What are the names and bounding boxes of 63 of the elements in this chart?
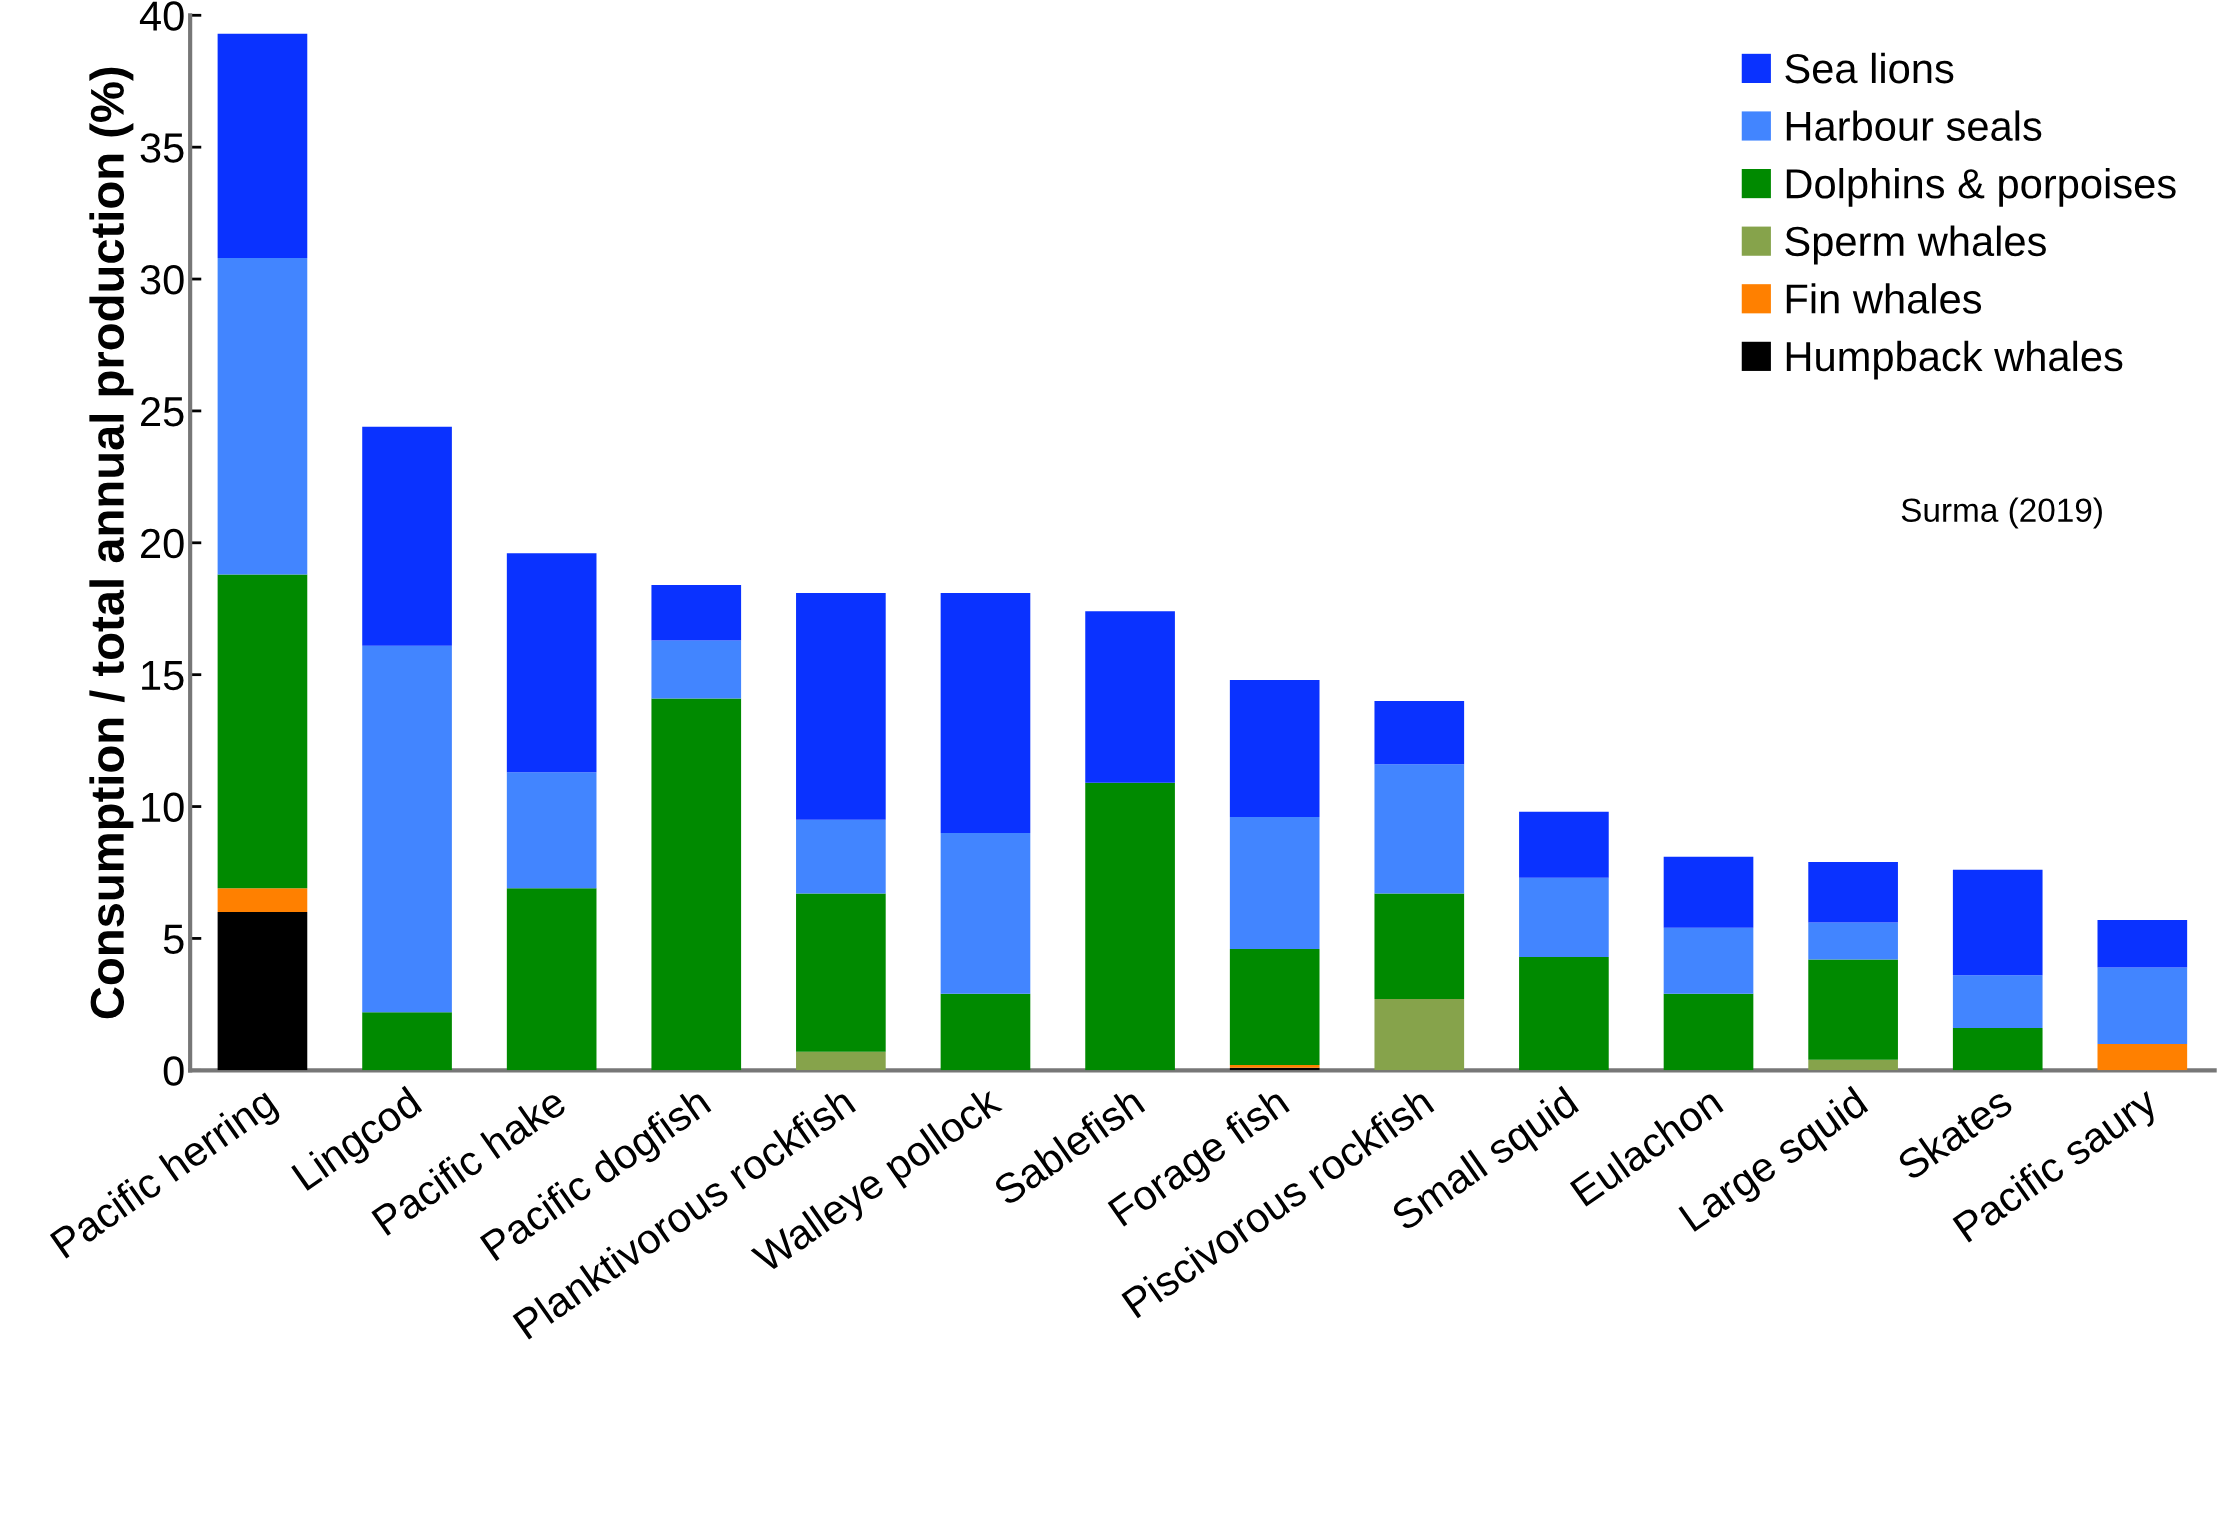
bar <box>940 592 1031 833</box>
bar <box>1229 679 1320 818</box>
bar <box>2097 1043 2188 1071</box>
y-tick-label: 10 <box>142 792 184 823</box>
legend-label: Fin whales <box>1786 283 1982 314</box>
bar <box>506 772 597 889</box>
bar <box>1663 927 1754 994</box>
bar <box>1808 861 1898 923</box>
bar <box>362 426 452 646</box>
bar <box>651 585 742 641</box>
bar <box>1374 764 1465 894</box>
y-axis-title: Consumption / total annual production (%) <box>89 67 134 1019</box>
y-tick-label: 35 <box>140 133 184 163</box>
y-tick-label: 20 <box>141 528 184 559</box>
bar <box>796 893 886 1052</box>
bar <box>1374 999 1465 1071</box>
bar <box>2097 919 2188 968</box>
bar <box>217 888 308 913</box>
legend-label: Humpback whales <box>1786 340 2123 380</box>
bar <box>796 819 886 894</box>
bar <box>506 888 597 1071</box>
bar <box>1663 856 1754 928</box>
bar <box>1085 782 1175 1071</box>
bar <box>1374 701 1465 765</box>
bar <box>217 574 308 889</box>
bar <box>1952 975 2043 1029</box>
bar <box>1808 922 1898 960</box>
y-tick-label: 30 <box>140 265 184 295</box>
annotation: Surma (2019) <box>1901 497 2102 529</box>
bar <box>1229 948 1320 1066</box>
bar <box>940 832 1031 994</box>
legend-label: Sperm whales <box>1785 225 2046 265</box>
bar <box>1519 956 1609 1071</box>
bar <box>217 912 308 1071</box>
legend-label: Harbour seals <box>1786 110 2042 141</box>
bar <box>2097 967 2188 1044</box>
bar <box>217 257 308 575</box>
bar <box>651 640 742 699</box>
bar <box>796 1051 886 1071</box>
bar <box>362 645 452 1013</box>
bar <box>1952 1028 2043 1071</box>
bar <box>1663 993 1754 1071</box>
y-tick-label: 0 <box>163 1056 184 1086</box>
legend-label: Sea lions <box>1785 52 1954 84</box>
bar <box>217 33 308 258</box>
bar <box>940 993 1031 1071</box>
y-tick-label: 5 <box>163 924 184 954</box>
bar <box>362 1012 452 1071</box>
bar <box>651 698 742 1071</box>
bar <box>1808 959 1898 1060</box>
y-tick-label: 40 <box>139 1 184 31</box>
legend-label: Dolphins & porpoises <box>1786 167 2176 207</box>
bar <box>796 592 886 820</box>
bar <box>1519 877 1609 957</box>
bar <box>1374 893 1465 1000</box>
bar <box>1519 811 1609 878</box>
bar <box>1808 1059 1898 1071</box>
bar <box>1085 611 1175 783</box>
bar <box>506 553 597 773</box>
y-tick-label: 25 <box>141 396 184 427</box>
bar <box>1229 817 1320 949</box>
y-tick-label: 15 <box>142 661 184 691</box>
bar <box>1952 869 2043 976</box>
